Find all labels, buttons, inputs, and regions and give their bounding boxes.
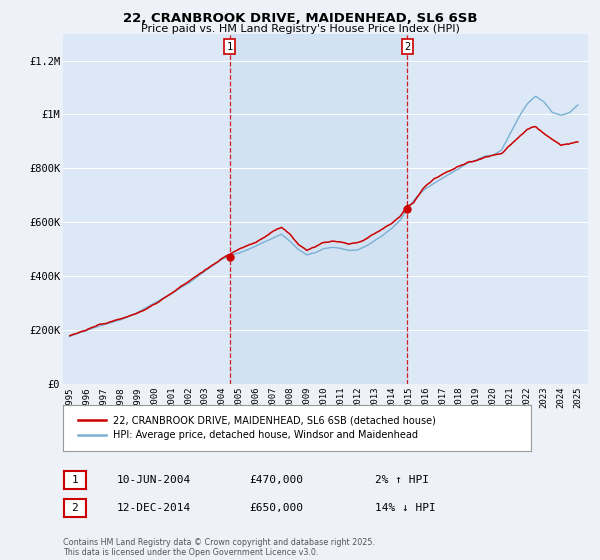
Text: 1: 1 — [71, 475, 79, 485]
Text: 22, CRANBROOK DRIVE, MAIDENHEAD, SL6 6SB: 22, CRANBROOK DRIVE, MAIDENHEAD, SL6 6SB — [123, 12, 477, 25]
Legend: 22, CRANBROOK DRIVE, MAIDENHEAD, SL6 6SB (detached house), HPI: Average price, d: 22, CRANBROOK DRIVE, MAIDENHEAD, SL6 6SB… — [73, 409, 442, 446]
Text: Contains HM Land Registry data © Crown copyright and database right 2025.
This d: Contains HM Land Registry data © Crown c… — [63, 538, 375, 557]
Text: 14% ↓ HPI: 14% ↓ HPI — [375, 503, 436, 513]
Text: 2: 2 — [404, 41, 410, 52]
Bar — [230, 34, 407, 384]
Text: 1: 1 — [227, 41, 233, 52]
Text: 2: 2 — [71, 503, 79, 513]
Text: 2% ↑ HPI: 2% ↑ HPI — [375, 475, 429, 485]
Text: 12-DEC-2014: 12-DEC-2014 — [117, 503, 191, 513]
Text: 10-JUN-2004: 10-JUN-2004 — [117, 475, 191, 485]
Text: £470,000: £470,000 — [249, 475, 303, 485]
Text: £650,000: £650,000 — [249, 503, 303, 513]
Text: Price paid vs. HM Land Registry's House Price Index (HPI): Price paid vs. HM Land Registry's House … — [140, 24, 460, 34]
